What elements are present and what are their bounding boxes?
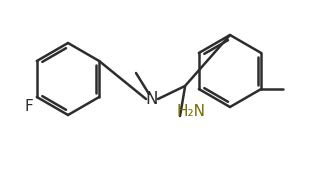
Text: F: F [24,99,33,114]
Text: H₂N: H₂N [176,104,205,119]
Text: N: N [146,90,158,108]
